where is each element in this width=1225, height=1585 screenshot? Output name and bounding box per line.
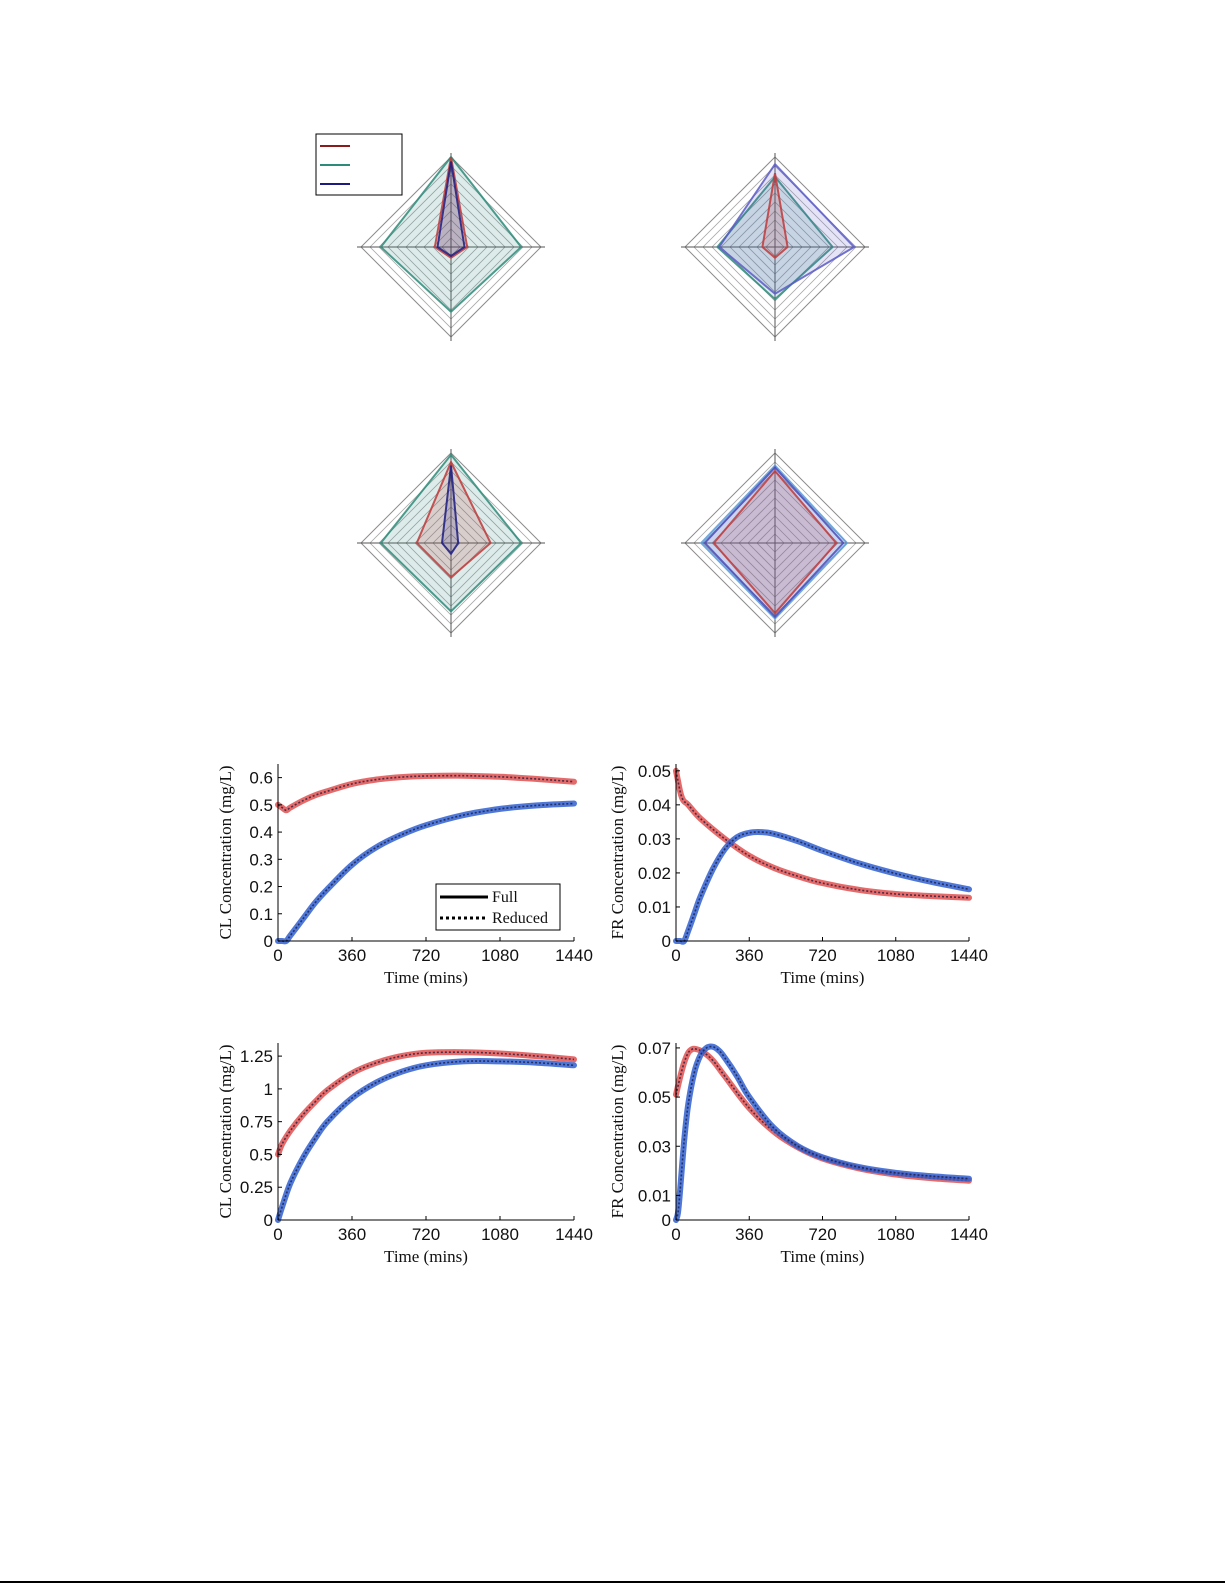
y-axis-label: FR Concentration (mg/L) — [608, 766, 627, 940]
x-tick-label: 1440 — [555, 1225, 593, 1244]
x-tick-label: 1080 — [877, 946, 915, 965]
y-tick-label: 0.1 — [249, 905, 273, 924]
line-legend-box — [435, 883, 561, 931]
x-tick-label: 1440 — [950, 1225, 988, 1244]
x-tick-label: 0 — [273, 946, 282, 965]
radar-series-2 — [415, 459, 492, 579]
radar-series-2 — [433, 156, 469, 260]
series-line-reduced-2 — [278, 802, 575, 943]
y-axis-label: FR Concentration (mg/L) — [608, 1045, 627, 1219]
radar-chart-4 — [681, 449, 869, 637]
y-tick-label: 0.04 — [638, 796, 671, 815]
y-tick-label: 0.25 — [240, 1178, 273, 1197]
y-tick-label: 0.6 — [249, 769, 273, 788]
y-tick-label: 0 — [662, 932, 671, 951]
y-tick-label: 0.05 — [638, 762, 671, 781]
radar-chart-1 — [315, 133, 545, 341]
series-line-reduced-2 — [676, 831, 970, 943]
line-legend: Full Reduced — [435, 883, 561, 931]
x-tick-label: 0 — [273, 1225, 282, 1244]
series-line-reduced-2 — [277, 1060, 575, 1221]
y-axis-label: CL Concentration (mg/L) — [216, 1044, 235, 1218]
x-tick-label: 0 — [671, 946, 680, 965]
y-tick-label: 0.07 — [638, 1039, 671, 1058]
y-tick-label: 0 — [662, 1211, 671, 1230]
legend-label: Full — [492, 889, 518, 906]
y-tick-label: 0.05 — [638, 1088, 671, 1107]
x-axis-label: Time (mins) — [384, 1247, 468, 1266]
line-chart-3: 0 360 720 1080 1440 0 0.25 0.5 0.75 1 1.25 Time (mi… — [216, 1043, 593, 1266]
radar-series-3 — [761, 173, 789, 260]
radar-series-1 — [379, 453, 523, 613]
y-tick-label: 0.01 — [638, 1186, 671, 1205]
radar-series-1 — [379, 155, 523, 314]
series-line-full-2 — [673, 828, 972, 945]
line-chart-1: 0 360 720 1080 1440 0 0.1 0.2 0.3 0.4 0.5 0.6 Time (… — [216, 764, 593, 987]
radar-legend — [315, 133, 403, 196]
radar-series-2 — [717, 162, 856, 296]
y-tick-label: 0.2 — [249, 878, 273, 897]
x-tick-label: 360 — [338, 946, 366, 965]
radar-series-2 — [703, 465, 845, 619]
x-tick-label: 720 — [412, 946, 440, 965]
series-line-reduced-1 — [277, 774, 575, 812]
series-line-reduced-1 — [675, 770, 970, 899]
x-tick-label: 720 — [412, 1225, 440, 1244]
y-axis-label: CL Concentration (mg/L) — [216, 765, 235, 939]
x-tick-label: 720 — [808, 946, 836, 965]
line-chart-4: 0 360 720 1080 1440 0 0.01 0.03 0.05 0.07 Time (mi… — [608, 1039, 988, 1266]
series-line-reduced-2 — [675, 1045, 970, 1221]
y-tick-label: 0.3 — [249, 850, 273, 869]
y-tick-label: 0.03 — [638, 1137, 671, 1156]
x-axis-label: Time (mins) — [384, 968, 468, 987]
y-tick-label: 0.01 — [638, 898, 671, 917]
radar-series-3 — [436, 161, 466, 258]
line-chart-2: 0 360 720 1080 1440 0 0.01 0.02 0.03 0.04 0.05 Time… — [608, 762, 988, 987]
radar-series-1 — [699, 464, 849, 621]
legend-label: Reduced — [492, 910, 548, 927]
radar-series-3 — [440, 465, 460, 556]
x-tick-label: 1080 — [481, 946, 519, 965]
y-tick-label: 0 — [264, 1211, 273, 1230]
y-tick-label: 0.4 — [249, 823, 273, 842]
x-tick-label: 1440 — [555, 946, 593, 965]
series-line-reduced-1 — [277, 1051, 575, 1155]
y-tick-label: 1 — [264, 1080, 273, 1099]
x-tick-label: 360 — [735, 1225, 763, 1244]
y-tick-label: 0.03 — [638, 830, 671, 849]
radar-chart-2 — [681, 153, 869, 341]
x-tick-label: 0 — [671, 1225, 680, 1244]
x-tick-label: 360 — [735, 946, 763, 965]
y-tick-label: 1.25 — [240, 1047, 273, 1066]
y-tick-label: 0 — [264, 932, 273, 951]
radar-chart-3 — [357, 449, 545, 637]
x-axis-label: Time (mins) — [781, 1247, 865, 1266]
radar-series-3 — [712, 469, 838, 615]
y-tick-label: 0.75 — [240, 1113, 273, 1132]
x-axis-label: Time (mins) — [781, 968, 865, 987]
y-tick-label: 0.5 — [249, 1145, 273, 1164]
x-tick-label: 1440 — [950, 946, 988, 965]
x-tick-label: 720 — [808, 1225, 836, 1244]
x-tick-label: 1080 — [877, 1225, 915, 1244]
series-line-full-2 — [275, 1058, 577, 1223]
y-tick-label: 0.5 — [249, 796, 273, 815]
x-tick-label: 360 — [338, 1225, 366, 1244]
y-tick-label: 0.02 — [638, 864, 671, 883]
x-tick-label: 1080 — [481, 1225, 519, 1244]
